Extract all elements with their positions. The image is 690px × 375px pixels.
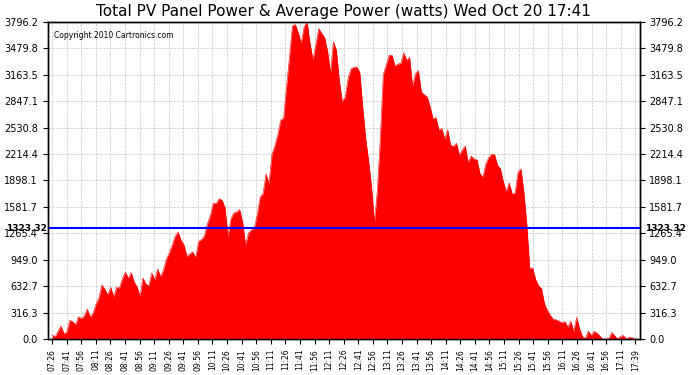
Title: Total PV Panel Power & Average Power (watts) Wed Oct 20 17:41: Total PV Panel Power & Average Power (wa… [96,4,591,19]
Text: Copyright 2010 Cartronics.com: Copyright 2010 Cartronics.com [54,31,173,40]
Text: 1323.32: 1323.32 [6,224,47,233]
Text: 1323.32: 1323.32 [646,224,687,233]
